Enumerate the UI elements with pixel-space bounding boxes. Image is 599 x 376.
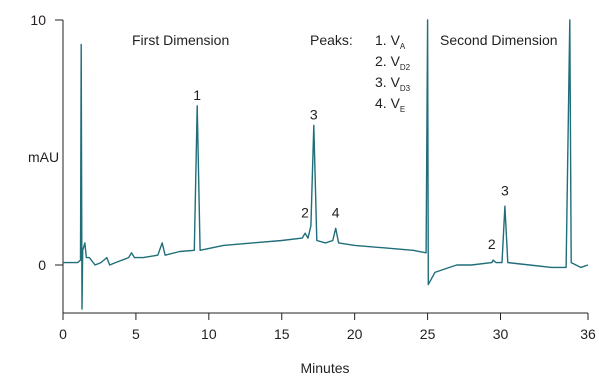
peak-legend-entry: 4. VE: [375, 95, 405, 114]
peak-number-label: 2: [488, 236, 496, 252]
peak-labels: 1 2 3 4 2 3: [193, 87, 509, 252]
peak-number-label: 3: [310, 106, 318, 122]
peak-legend-entry: 3. VD3: [375, 74, 411, 93]
x-tick-label: 15: [274, 326, 290, 342]
x-tick-label: 0: [59, 326, 67, 342]
first-dimension-label: First Dimension: [132, 32, 229, 48]
second-dimension-label: Second Dimension: [440, 32, 558, 48]
x-tick-label: 36: [580, 326, 596, 342]
peak-number-label: 3: [501, 182, 509, 198]
x-tick-label: 5: [132, 326, 140, 342]
x-tick-label: 20: [347, 326, 363, 342]
chromatogram-trace: [63, 19, 589, 310]
axis-ticks: 0 5 10 15 20 25 30 36 0 10: [30, 12, 596, 342]
peak-legend-entry: 1. VA: [375, 32, 406, 51]
y-tick-label: 10: [30, 12, 46, 28]
peak-number-label: 1: [193, 87, 201, 103]
peak-legend: 1. VA 2. VD2 3. VD3 4. VE: [375, 32, 411, 114]
x-tick-label: 25: [420, 326, 436, 342]
peak-legend-entry: 2. VD2: [375, 53, 411, 72]
x-tick-label: 30: [493, 326, 509, 342]
y-tick-label: 0: [38, 257, 46, 273]
peaks-legend-title: Peaks:: [310, 32, 353, 48]
peak-number-label: 4: [332, 204, 340, 220]
x-tick-label: 10: [201, 326, 217, 342]
x-axis-label: Minutes: [300, 360, 349, 376]
y-axis-label: mAU: [28, 149, 59, 165]
peak-number-label: 2: [301, 204, 309, 220]
series-layer: [63, 19, 589, 310]
